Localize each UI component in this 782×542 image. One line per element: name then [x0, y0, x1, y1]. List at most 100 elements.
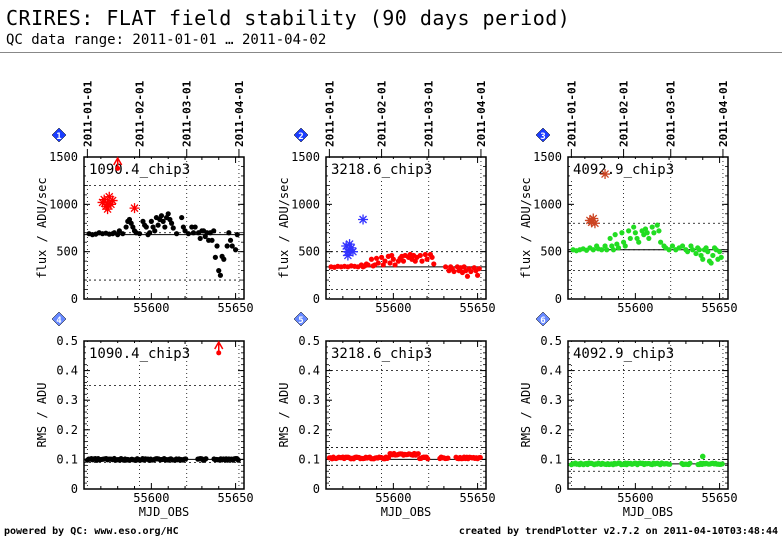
plot-frame: [326, 341, 486, 489]
date-tick-label: 2011-03-01: [665, 80, 678, 147]
data-point: [391, 257, 396, 262]
data-point: [451, 269, 456, 274]
outlier-point: [700, 454, 706, 460]
y-tick-label: 1500: [49, 150, 78, 164]
chart-panel-5: 00.10.20.30.40.555600 55650RMS / ADUMJD_O…: [277, 312, 496, 519]
x-axis-label: MJD_OBS: [623, 505, 674, 519]
y-tick-label: 500: [56, 245, 78, 259]
data-point: [646, 236, 651, 241]
panel-number: 5: [298, 316, 303, 326]
data-point: [687, 461, 692, 466]
series-label: 4092.9_chip3: [573, 162, 674, 178]
data-point: [697, 247, 702, 252]
outlier-star: [345, 239, 355, 249]
y-axis-label: RMS / ADU: [519, 382, 533, 447]
data-point: [613, 232, 618, 237]
x-tick-label: 55650: [702, 301, 738, 315]
data-point: [608, 236, 613, 241]
chart-panel-6: 0 0.1 0.2 0.3 0.4 0.5 55600 55650 RMS / ADU MJD_O…: [519, 312, 738, 519]
outlier-star: [98, 197, 108, 207]
data-point: [156, 223, 161, 228]
x-tick-label: 55650: [218, 301, 254, 315]
data-point: [382, 259, 387, 264]
y-tick-label: 0.4: [298, 364, 320, 378]
data-point: [209, 238, 214, 243]
x-tick-label: 55600: [375, 301, 411, 315]
date-tick-label: 2011-01-01: [565, 80, 578, 147]
data-point: [655, 223, 660, 228]
panel-number: 1: [56, 132, 61, 142]
series-label: 3218.6_chip3: [331, 162, 432, 178]
y-tick-label: 0: [71, 292, 78, 306]
data-point: [424, 257, 429, 262]
data-point: [616, 245, 621, 250]
x-axis-label: MJD_OBS: [139, 505, 190, 519]
data-point: [369, 257, 374, 262]
panel-number: 6: [540, 316, 545, 326]
series-label: 1090.4_chip3: [89, 346, 190, 362]
data-point: [193, 224, 198, 229]
data-point: [611, 247, 616, 252]
y-tick-label: 0: [313, 482, 320, 496]
data-point: [431, 261, 436, 266]
data-point: [144, 224, 149, 229]
data-point: [651, 230, 656, 235]
y-tick-label: 1000: [533, 197, 562, 211]
data-point: [183, 456, 188, 461]
panel-number: 3: [540, 132, 545, 142]
y-tick-label: 0: [555, 482, 562, 496]
outlier-star: [108, 196, 118, 206]
date-tick-label: 2011-03-01: [423, 80, 436, 147]
y-tick-label: 0.1: [56, 452, 78, 466]
date-tick-label: 2011-04-01: [233, 80, 246, 147]
data-point: [667, 462, 672, 467]
outlier-star: [590, 218, 600, 228]
x-tick-label: 55650: [460, 491, 496, 505]
data-point: [465, 274, 470, 279]
data-point: [174, 231, 179, 236]
data-point: [423, 252, 428, 257]
plot-frame: [568, 341, 728, 489]
data-point: [169, 221, 174, 226]
data-point: [235, 232, 240, 237]
data-point: [171, 225, 176, 230]
y-tick-label: 0.3: [298, 393, 320, 407]
date-tick-label: 2011-04-01: [475, 80, 488, 147]
data-point: [477, 266, 482, 271]
data-point: [124, 224, 129, 229]
data-point: [604, 247, 609, 252]
trend-plots: 05001000150055600 556502011-01-01 2011-02-…: [0, 0, 782, 542]
x-tick-label: 55600: [617, 301, 653, 315]
outlier-star: [600, 169, 610, 179]
series-label: 1090.4_chip3: [89, 162, 190, 178]
x-tick-label: 55650: [218, 491, 254, 505]
outlier-star: [358, 214, 368, 224]
data-point: [475, 273, 480, 278]
data-point: [478, 455, 483, 460]
data-point: [717, 249, 722, 254]
data-point: [628, 236, 633, 241]
y-tick-label: 0.2: [298, 423, 320, 437]
data-point: [636, 240, 641, 245]
y-tick-label: 1500: [291, 150, 320, 164]
data-point: [631, 224, 636, 229]
y-tick-label: 0.3: [540, 393, 562, 407]
data-point: [650, 224, 655, 229]
date-tick-label: 2011-03-01: [181, 80, 194, 147]
data-point: [159, 213, 164, 218]
y-axis-label: RMS / ADU: [35, 382, 49, 447]
data-point: [211, 228, 216, 233]
x-tick-label: 55650: [460, 301, 496, 315]
data-point: [120, 231, 125, 236]
series-label: 3218.6_chip3: [331, 346, 432, 362]
y-tick-label: 0: [555, 292, 562, 306]
panel-number: 2: [298, 132, 303, 142]
y-tick-label: 500: [540, 245, 562, 259]
y-tick-label: 0.5: [56, 334, 78, 348]
data-point: [430, 255, 435, 260]
y-axis-label: flux / ADU/sec: [35, 177, 49, 278]
data-point: [162, 224, 167, 229]
data-point: [218, 273, 223, 278]
y-axis-label: flux / ADU/sec: [277, 177, 291, 278]
x-tick-label: 55650: [702, 491, 738, 505]
